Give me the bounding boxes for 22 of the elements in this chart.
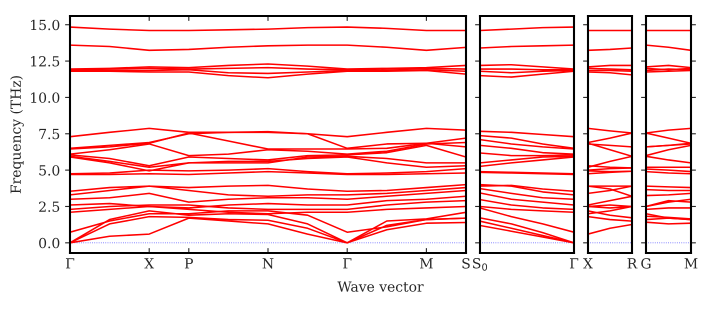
- y-tick-label: 7.5: [39, 128, 60, 140]
- y-tick-label: 15.0: [31, 20, 60, 30]
- x-tick-label: G: [641, 258, 650, 269]
- y-axis-title: Frequency (THz): [10, 76, 24, 194]
- x-tick-label: Γ: [570, 258, 578, 268]
- x-tick-label: S$_{0}$: [473, 258, 488, 271]
- x-axis-title: Wave vector: [337, 281, 424, 292]
- x-tick-label: Γ: [343, 258, 352, 268]
- y-tick-label: 10.0: [31, 92, 60, 103]
- x-tick-label: Γ: [66, 258, 74, 268]
- x-tick-label: M: [420, 258, 433, 268]
- x-tick-label: X: [583, 258, 593, 268]
- y-tick-label: 0.0: [39, 238, 60, 248]
- x-tick-label: S: [462, 258, 470, 269]
- x-tick-label: N: [262, 258, 274, 269]
- x-tick-label: P: [184, 258, 193, 268]
- y-tick-label: 12.5: [31, 56, 60, 67]
- x-tick-label: M: [684, 258, 698, 268]
- y-tick-label: 2.5: [39, 201, 60, 212]
- y-tick-label: 5.0: [39, 165, 60, 176]
- x-tick-label: X: [144, 258, 154, 268]
- x-tick-label: R: [628, 258, 638, 268]
